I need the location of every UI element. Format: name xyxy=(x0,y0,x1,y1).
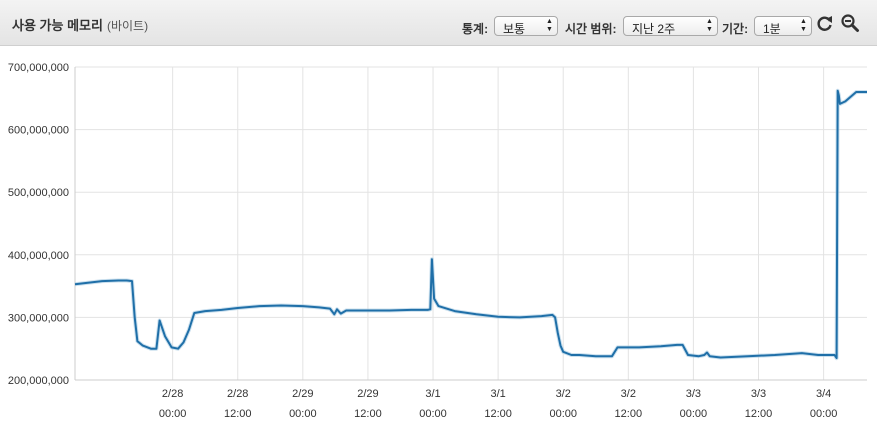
x-tick-label-time: 12:00 xyxy=(745,408,773,420)
stat-select-value: 보통 xyxy=(503,22,526,36)
x-tick-label-date: 3/1 xyxy=(425,388,440,400)
x-tick-label-time: 00:00 xyxy=(549,408,577,420)
widget-title: 사용 가능 메모리 (바이트) xyxy=(12,15,148,34)
x-tick-label-time: 12:00 xyxy=(484,408,512,420)
y-tick-label: 400,000,000 xyxy=(8,250,69,262)
chart-axes: 200,000,000 300,000,000 400,000,000 500,000… xyxy=(8,62,867,420)
widget-header: 사용 가능 메모리 (바이트) 통계: 보통 ▲ ▼ 시간 범위: 지난 2주 ▲ ▼… xyxy=(0,0,877,46)
x-tick-label-time: 00:00 xyxy=(419,408,447,420)
stat-select[interactable]: 보통 ▲ ▼ xyxy=(494,16,558,36)
y-tick-label: 200,000,000 xyxy=(8,375,69,387)
x-tick-label-date: 2/29 xyxy=(357,388,378,400)
period-label: 기간: xyxy=(722,22,749,36)
y-tick-label: 500,000,000 xyxy=(8,187,69,199)
period-select-value: 1분 xyxy=(763,22,781,36)
range-label: 시간 범위: xyxy=(565,22,617,36)
x-tick-label-date: 3/2 xyxy=(621,388,636,400)
x-tick-label-date: 2/28 xyxy=(162,388,183,400)
x-tick-label-date: 3/3 xyxy=(686,388,701,400)
x-tick-label-time: 00:00 xyxy=(810,408,838,420)
y-tick-label: 600,000,000 xyxy=(8,125,69,137)
select-arrows-icon: ▲ ▼ xyxy=(706,18,713,33)
y-tick-label: 300,000,000 xyxy=(8,312,69,324)
metric-title: 사용 가능 메모리 xyxy=(12,18,103,33)
x-tick-label-date: 3/4 xyxy=(816,388,831,400)
y-tick-label: 700,000,000 xyxy=(8,62,69,74)
select-arrows-icon: ▲ ▼ xyxy=(800,18,807,33)
range-select[interactable]: 지난 2주 ▲ ▼ xyxy=(623,16,718,36)
series-line-halo xyxy=(74,88,867,361)
x-tick-label-time: 00:00 xyxy=(680,408,708,420)
x-tick-label-time: 00:00 xyxy=(159,408,187,420)
chart-series xyxy=(74,88,867,361)
x-tick-label-time: 12:00 xyxy=(354,408,382,420)
period-select[interactable]: 1분 ▲ ▼ xyxy=(754,16,812,36)
x-tick-label-time: 00:00 xyxy=(289,408,317,420)
zoom-out-icon[interactable] xyxy=(840,13,860,33)
x-tick-label-time: 12:00 xyxy=(615,408,643,420)
x-tick-label-time: 12:00 xyxy=(224,408,252,420)
x-tick-label-date: 2/28 xyxy=(227,388,248,400)
x-tick-label-date: 3/1 xyxy=(490,388,505,400)
x-tick-label-date: 2/29 xyxy=(292,388,313,400)
line-chart: 200,000,000 300,000,000 400,000,000 500,000… xyxy=(8,62,867,420)
x-tick-label-date: 3/3 xyxy=(751,388,766,400)
stat-label: 통계: xyxy=(462,22,489,36)
x-tick-label-date: 3/2 xyxy=(556,388,571,400)
metric-unit: (바이트) xyxy=(106,19,149,33)
refresh-icon[interactable] xyxy=(815,13,835,33)
chart-grid xyxy=(75,66,867,381)
series-line xyxy=(74,89,867,360)
range-select-value: 지난 2주 xyxy=(632,22,676,36)
select-arrows-icon: ▲ ▼ xyxy=(546,18,553,33)
